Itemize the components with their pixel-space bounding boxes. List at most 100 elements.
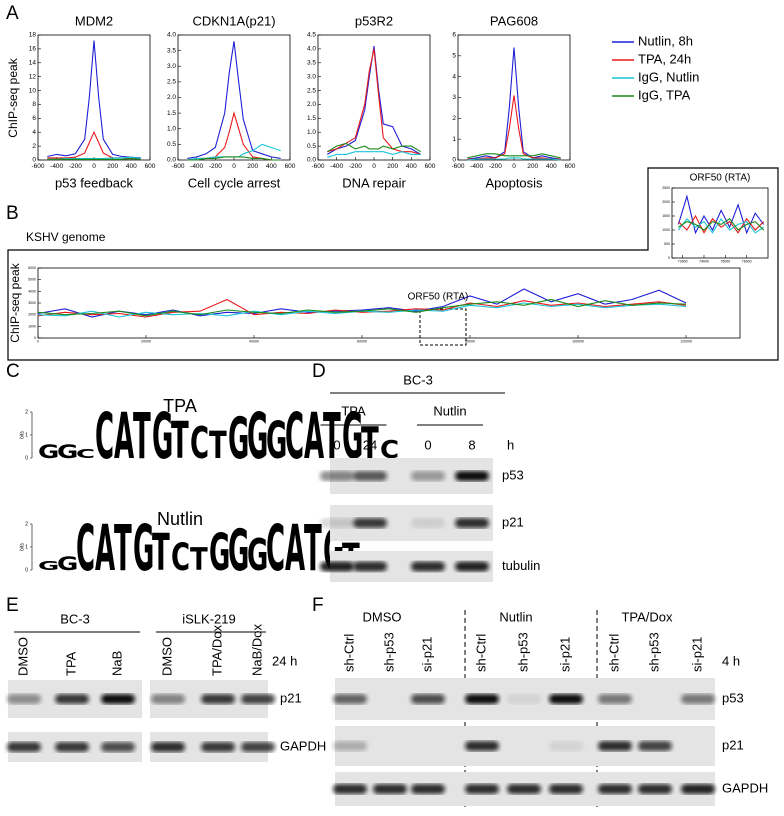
logo-letter: G bbox=[152, 400, 173, 473]
band bbox=[465, 784, 499, 794]
time: 4 h bbox=[722, 653, 740, 668]
plot-frame bbox=[37, 34, 151, 161]
logo-letter: C bbox=[76, 446, 95, 461]
x-tick-label: 0 bbox=[372, 163, 376, 170]
x-tick-label: 600 bbox=[285, 163, 296, 170]
series-line bbox=[467, 47, 561, 160]
y-tick-label: 500 bbox=[664, 242, 670, 246]
y-tick-label: 4 bbox=[32, 129, 36, 136]
x-tick-label: 76000 bbox=[742, 259, 752, 263]
band bbox=[241, 742, 275, 752]
y-tick-label: 2.0 bbox=[307, 101, 316, 108]
x-tick-label: 200 bbox=[247, 163, 258, 170]
band bbox=[101, 694, 135, 704]
x-tick-label: -400 bbox=[190, 163, 203, 170]
band bbox=[681, 694, 715, 704]
y-tick-label: 1 bbox=[452, 136, 456, 143]
logo-letter: A bbox=[95, 512, 116, 585]
band bbox=[353, 561, 387, 572]
series-line bbox=[187, 41, 281, 159]
time-point: 8 bbox=[468, 437, 475, 452]
lane-label: TPA bbox=[63, 651, 78, 676]
lane-label: si-p21 bbox=[689, 637, 704, 672]
y-tick-label: 1.0 bbox=[167, 125, 176, 132]
y-tick-label: 4000 bbox=[28, 289, 36, 293]
treatment: DMSO bbox=[363, 609, 402, 624]
series-line bbox=[37, 288, 687, 318]
logo-letter: T bbox=[152, 525, 170, 583]
series-line bbox=[47, 156, 141, 160]
y-tick-label: 0.0 bbox=[167, 157, 176, 164]
series-line bbox=[677, 217, 765, 234]
logo-letter: G bbox=[38, 558, 59, 573]
y-tick-label: 1500 bbox=[662, 214, 670, 218]
y-tick-label: 8 bbox=[32, 101, 36, 108]
band bbox=[465, 741, 499, 751]
band bbox=[201, 742, 235, 752]
y-tick-label: 0 bbox=[25, 567, 28, 573]
chart-title: MDM2 bbox=[75, 13, 113, 28]
motif-title: TPA bbox=[163, 396, 197, 416]
x-tick-label: 73000 bbox=[678, 259, 688, 263]
annotation: ORF50 (RTA) bbox=[408, 292, 469, 303]
panel-letter: C bbox=[6, 361, 20, 382]
logo-letter: T bbox=[133, 400, 151, 473]
y-tick-label: 1.5 bbox=[307, 115, 316, 122]
logo-letter: A bbox=[114, 400, 135, 473]
band bbox=[7, 694, 41, 704]
y-tick-label: 3.0 bbox=[307, 73, 316, 80]
y-tick-label: 2000 bbox=[662, 200, 670, 204]
band bbox=[353, 471, 387, 481]
logo-letter: G bbox=[247, 400, 268, 473]
protein: tubulin bbox=[502, 558, 540, 573]
y-tick-label: 0 bbox=[668, 256, 670, 260]
lane-label: sh-Ctrl bbox=[606, 634, 621, 672]
x-label: Cell cycle arrest bbox=[188, 175, 281, 190]
plot-frame bbox=[671, 187, 769, 259]
y-label: ChIP-seq peak bbox=[6, 57, 20, 137]
panel-letter: A bbox=[6, 3, 19, 24]
y-tick-label: 0.0 bbox=[307, 157, 316, 164]
band bbox=[320, 561, 354, 572]
logo-letter: A bbox=[285, 512, 306, 585]
treatment: Nutlin bbox=[433, 403, 466, 418]
y-tick-label: 1.5 bbox=[167, 110, 176, 117]
y-tick-label: 12 bbox=[29, 73, 37, 80]
x-tick-label: 600 bbox=[425, 163, 436, 170]
y-tick-label: 0 bbox=[452, 157, 456, 164]
x-tick-label: 0 bbox=[232, 163, 236, 170]
x-tick-label: -400 bbox=[330, 163, 343, 170]
logo-letter: T bbox=[361, 417, 379, 469]
x-tick-label: 0 bbox=[512, 163, 516, 170]
series-line bbox=[327, 48, 421, 155]
plot-frame bbox=[37, 267, 741, 339]
x-tick-label: 100000 bbox=[572, 339, 584, 343]
chart-title: PAG608 bbox=[490, 13, 538, 28]
y-tick-label: 1 bbox=[25, 432, 28, 438]
y-tick-label: 0 bbox=[32, 157, 36, 164]
logo-letter: G bbox=[342, 400, 363, 473]
lane-label: sh-p53 bbox=[381, 632, 396, 672]
x-tick-label: 400 bbox=[126, 163, 137, 170]
treatment: TPA/Dox bbox=[621, 609, 673, 624]
series-line bbox=[37, 298, 687, 318]
logo-letter: G bbox=[38, 441, 59, 463]
y-tick-label: 6 bbox=[452, 32, 456, 39]
lane-label: sh-Ctrl bbox=[473, 634, 488, 672]
y-tick-label: 3.5 bbox=[307, 59, 316, 66]
y-tick-label: 6 bbox=[32, 115, 36, 122]
cell-line: BC-3 bbox=[60, 611, 90, 626]
legend-label: TPA, 24h bbox=[638, 51, 691, 66]
band bbox=[507, 694, 541, 704]
y-tick-label: 6000 bbox=[28, 266, 36, 270]
lane-label: DMSO bbox=[159, 637, 174, 676]
band bbox=[638, 741, 672, 751]
x-tick-label: 0 bbox=[92, 163, 96, 170]
chart-title: ORF50 (RTA) bbox=[690, 173, 751, 184]
logo-letter: G bbox=[209, 525, 230, 583]
x-tick-label: -200 bbox=[209, 163, 222, 170]
logo-letter: C bbox=[380, 435, 399, 465]
logo-letter: G bbox=[266, 413, 287, 471]
band bbox=[465, 694, 499, 704]
protein: GAPDH bbox=[722, 780, 768, 795]
